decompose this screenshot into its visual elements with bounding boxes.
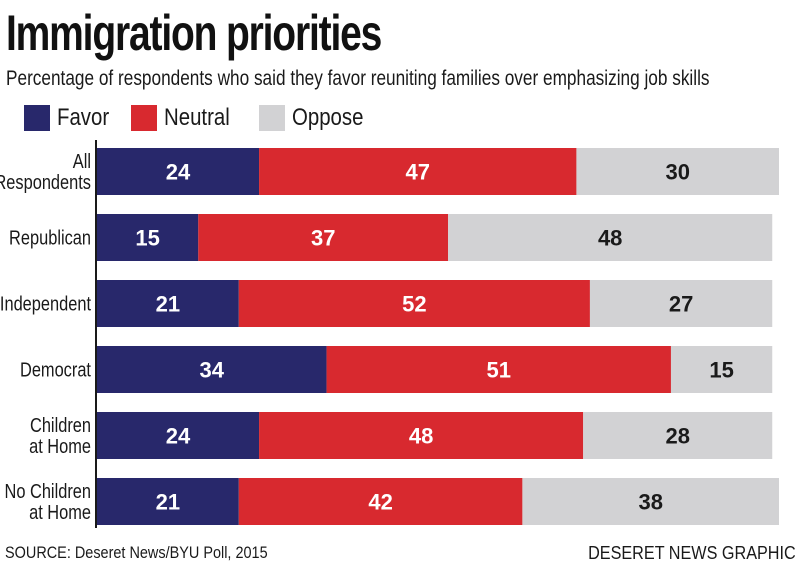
data-label-favor-3: 34 [200,358,225,383]
category-label-line-4-1: at Home [29,434,91,457]
legend-label-neutral: Neutral [164,104,230,131]
data-label-neutral-4: 48 [409,424,433,449]
legend-label-favor: Favor [57,104,110,131]
bar-favor-1 [97,214,199,261]
data-label-favor-1: 15 [135,226,159,251]
category-label-line-3-0: Democrat [20,358,91,381]
data-label-neutral-1: 37 [311,226,335,251]
source-note: SOURCE: Deseret News/BYU Poll, 2015 [5,543,268,562]
data-label-oppose-4: 28 [665,424,689,449]
bar-favor-0 [97,148,260,195]
legend-swatch-favor [24,105,50,131]
bar-oppose-0 [576,148,779,195]
data-label-favor-4: 24 [166,424,191,449]
data-label-neutral-2: 52 [402,292,426,317]
category-label-1: Republican [9,226,91,249]
bar-favor-2 [97,280,239,327]
data-label-neutral-3: 51 [487,358,511,383]
bar-oppose-3 [670,346,773,393]
bar-neutral-2 [238,280,590,327]
category-label-3: Democrat [20,358,91,381]
category-label-line-2-0: Independent [0,292,91,315]
data-label-favor-2: 21 [156,292,180,317]
legend-swatch-neutral [131,105,157,131]
data-label-oppose-2: 27 [669,292,693,317]
legend-label-oppose: Oppose [292,104,364,131]
bar-neutral-0 [259,148,577,195]
data-label-oppose-5: 38 [638,490,662,515]
category-label-line-5-1: at Home [29,500,91,523]
bar-favor-5 [97,478,239,525]
bar-favor-3 [97,346,327,393]
category-label-2: Independent [0,292,91,315]
bar-oppose-5 [522,478,779,525]
data-label-favor-5: 21 [156,490,180,515]
category-label-line-0-1: Respondents [0,170,91,193]
bar-neutral-4 [259,412,584,459]
bar-oppose-2 [589,280,773,327]
category-label-line-4-0: Children [30,413,91,436]
bar-neutral-3 [326,346,671,393]
bar-favor-4 [97,412,260,459]
bar-neutral-1 [198,214,449,261]
category-label-line-5-0: No Children [5,479,91,502]
data-label-neutral-0: 47 [406,160,430,185]
graphic-credit: DESERET NEWS GRAPHIC [588,543,796,563]
data-label-favor-0: 24 [166,160,191,185]
data-label-neutral-5: 42 [368,490,392,515]
chart-subtitle: Percentage of respondents who said they … [6,67,710,90]
category-label-line-0-0: All [73,149,91,172]
bar-neutral-5 [238,478,523,525]
legend-swatch-oppose [259,105,285,131]
bar-oppose-4 [583,412,773,459]
category-label-line-1-0: Republican [9,226,91,249]
data-label-oppose-0: 30 [665,160,689,185]
chart-title: Immigration priorities [6,5,382,61]
data-label-oppose-3: 15 [709,358,733,383]
data-label-oppose-1: 48 [598,226,622,251]
bar-oppose-1 [448,214,773,261]
